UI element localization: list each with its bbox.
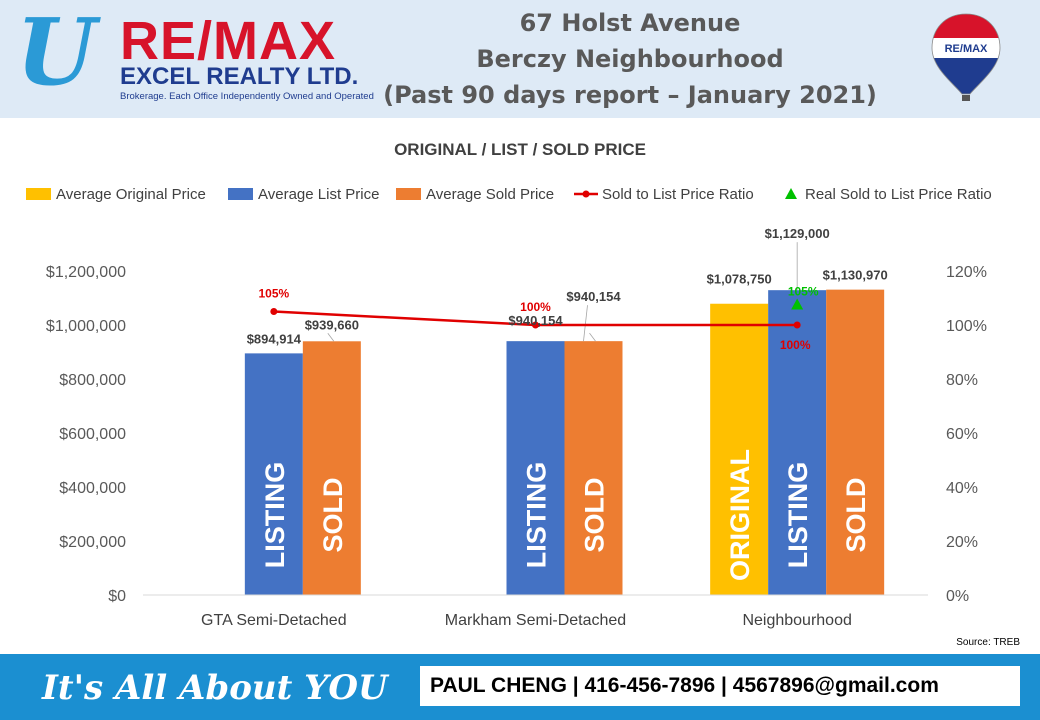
left-axis-ticks: $0 $200,000 $400,000 $600,000 $800,000 $1,000… — [46, 264, 126, 605]
bar-inner-label: LISTING — [783, 462, 813, 569]
legend-label-2: Average Sold Price — [426, 186, 554, 203]
slogan-text: It's All About YOU — [42, 668, 388, 708]
real-ratio-label: 105% — [788, 285, 819, 299]
balloon-label: RE/MAX — [945, 43, 988, 55]
x-axis-category-label: Neighbourhood — [742, 612, 851, 629]
remax-excel-logo: U RE/MAX EXCEL REALTY LTD. Brokerage. Ea… — [10, 2, 380, 108]
bar-value-label: $894,914 — [247, 331, 302, 346]
report-neighbourhood: Berczy Neighbourhood — [476, 45, 784, 73]
y-right-tick-label: 0% — [946, 588, 969, 605]
y-left-tick-label: $1,200,000 — [46, 264, 126, 281]
bar-inner-label: LISTING — [260, 462, 290, 569]
legend-line-marker-0 — [582, 190, 590, 198]
y-left-tick-label: $600,000 — [59, 426, 126, 443]
ratio-point — [270, 308, 278, 315]
legend-marker-swatch-0 — [785, 188, 797, 199]
y-right-tick-label: 120% — [946, 264, 987, 281]
bar — [506, 341, 565, 595]
y-left-tick-label: $800,000 — [59, 372, 126, 389]
bar — [826, 289, 885, 595]
y-right-tick-label: 80% — [946, 372, 978, 389]
ratio-label: 100% — [520, 300, 551, 314]
x-axis-category-label: GTA Semi-Detached — [201, 612, 347, 629]
bar-inner-label: LISTING — [522, 462, 552, 569]
legend-marker-label-0: Real Sold to List Price Ratio — [805, 186, 992, 203]
ratio-label: 100% — [780, 338, 811, 352]
chart-title: ORIGINAL / LIST / SOLD PRICE — [394, 140, 646, 159]
bar-value-label: $939,660 — [305, 317, 359, 332]
y-right-tick-label: 100% — [946, 318, 987, 335]
logo-re-text: RE/ — [120, 11, 214, 71]
bar-inner-label: ORIGINAL — [725, 449, 755, 581]
right-axis-ticks: 0% 20% 40% 60% 80% 100% 120% — [946, 264, 987, 605]
source-note: Source: TREB — [956, 637, 1020, 648]
price-chart: ORIGINAL / LIST / SOLD PRICE Average Ori… — [26, 140, 1020, 648]
y-right-tick-label: 60% — [946, 426, 978, 443]
bar-value-label: $1,078,750 — [707, 272, 772, 287]
bar-inner-label: SOLD — [580, 477, 610, 552]
bar — [244, 353, 303, 595]
x-axis-category-label: Markham Semi-Detached — [445, 612, 626, 629]
y-left-tick-label: $200,000 — [59, 534, 126, 551]
y-left-tick-label: $1,000,000 — [46, 318, 126, 335]
report-address: 67 Holst Avenue — [519, 9, 741, 37]
bar-value-label: $1,129,000 — [765, 226, 830, 241]
ratio-point — [532, 321, 539, 329]
bar-value-label: $940,154 — [566, 289, 621, 304]
bar-inner-label: SOLD — [318, 477, 348, 552]
legend-label-0: Average Original Price — [56, 186, 206, 203]
real-ratio-marker — [791, 298, 804, 310]
contact-text: PAUL CHENG | 416-456-7896 | 4567896@gmai… — [430, 674, 939, 697]
leader-line — [327, 333, 335, 342]
bar-value-label: $1,130,970 — [823, 268, 888, 283]
label-leader-lines — [327, 242, 798, 342]
leader-line — [589, 332, 596, 342]
bar-value-label: $940,154 — [508, 313, 563, 328]
ratio-point — [793, 321, 801, 329]
contact-box — [420, 666, 1020, 706]
bar — [564, 341, 623, 595]
legend-swatch-2 — [396, 188, 421, 200]
legend-line-label-0: Sold to List Price Ratio — [602, 186, 754, 203]
y-left-tick-label: $0 — [108, 588, 126, 605]
leader-line — [583, 305, 588, 342]
y-right-tick-label: 20% — [946, 534, 978, 551]
ratio-line-series: 105% 100% 100% 105% — [258, 285, 818, 353]
header-banner: U RE/MAX EXCEL REALTY LTD. Brokerage. Ea… — [0, 0, 1040, 118]
logo-u-mark: U — [16, 0, 97, 106]
remax-balloon-logo: RE/MAX — [931, 13, 1001, 101]
logo-max-text: MAX — [213, 11, 337, 71]
bar — [302, 341, 361, 595]
logo-remax-wordmark: RE/MAX — [120, 12, 336, 70]
x-axis-labels: GTA Semi-Detached Markham Semi-Detached Ne… — [201, 612, 852, 629]
bar — [768, 290, 827, 595]
legend-label-1: Average List Price — [258, 186, 379, 203]
bar-inner-label: SOLD — [841, 477, 871, 552]
legend-swatch-1 — [228, 188, 253, 200]
logo-brokerage-text: Brokerage. Each Office Independently Own… — [120, 91, 374, 102]
y-left-tick-label: $400,000 — [59, 480, 126, 497]
logo-excel-text: EXCEL REALTY LTD. — [120, 63, 359, 90]
legend-swatch-0 — [26, 188, 51, 200]
bar — [710, 303, 769, 595]
bar-series: LISTING SOLD LISTING SOLD ORIGINAL LISTING SOL… — [244, 289, 885, 595]
y-right-tick-label: 40% — [946, 480, 978, 497]
value-labels: $894,914$939,660 $940,154$940,154 $1,078,7… — [247, 226, 888, 346]
report-period: (Past 90 days report – January 2021) — [383, 81, 877, 109]
chart-legend: Average Original Price Average List Price… — [26, 186, 992, 203]
ratio-label: 105% — [258, 287, 289, 301]
